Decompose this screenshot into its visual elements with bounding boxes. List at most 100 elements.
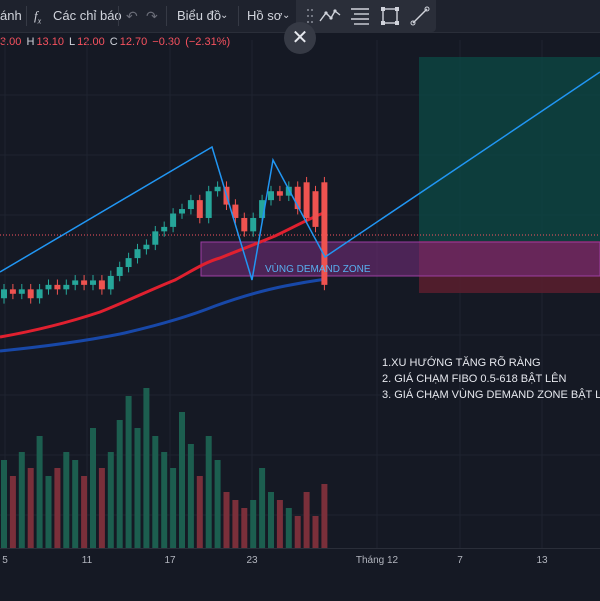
close-label: C <box>109 36 118 48</box>
volume-bar <box>250 500 257 548</box>
candle-body <box>63 284 70 290</box>
candle-body <box>312 191 319 227</box>
chevron-down-icon[interactable]: ⌄ <box>282 10 291 21</box>
candle-body <box>36 289 43 299</box>
chevron-down-icon[interactable]: ⌄ <box>220 10 229 21</box>
volume-bar <box>116 420 123 548</box>
change-value: −0.30 <box>152 36 181 48</box>
rectangle-tool-icon[interactable] <box>378 4 402 28</box>
volume-bar <box>98 468 105 548</box>
volume-bar <box>294 516 301 548</box>
x-tick-label: 17 <box>164 555 176 566</box>
fib-levels-icon[interactable] <box>348 4 372 28</box>
high-label: H <box>26 36 35 48</box>
candle-body <box>81 280 88 285</box>
candle-body <box>276 191 283 196</box>
volume-bar <box>27 468 34 548</box>
volume-bar <box>179 412 185 548</box>
volume-bar <box>170 468 177 548</box>
volume-bar <box>196 476 203 548</box>
candle-body <box>54 284 61 290</box>
volume-bar <box>81 476 88 548</box>
pattern-trendline[interactable] <box>0 71 600 281</box>
redo-icon[interactable]: ↷ <box>146 8 158 24</box>
indicators-button[interactable]: Các chỉ báo <box>53 8 122 23</box>
volume-bar <box>143 388 150 548</box>
grid <box>0 40 600 548</box>
volume-bar <box>36 436 43 548</box>
toolbar-divider <box>26 6 27 26</box>
target-zone[interactable] <box>419 57 600 241</box>
x-tick-label: 5 <box>2 555 8 566</box>
volume-bar <box>303 492 310 548</box>
volume-bar <box>268 492 274 548</box>
indicators-icon[interactable]: fx <box>34 8 42 26</box>
volume-bar <box>285 508 292 548</box>
pattern-tool-icon[interactable] <box>318 4 342 28</box>
profile-button[interactable]: Hồ sơ <box>247 8 283 23</box>
toolbar-divider <box>238 6 239 26</box>
candle-body <box>152 231 159 245</box>
ohlc-legend: 3.00 H 13.10 L 12.00 C 12.70 −0.30 (−2.31%) <box>0 36 232 48</box>
volume-bar <box>214 460 221 548</box>
volume-bars <box>1 388 328 548</box>
candle-body <box>27 289 34 299</box>
volume-bar <box>107 452 114 548</box>
volume-bar <box>259 468 266 548</box>
trend-line-icon[interactable] <box>408 4 432 28</box>
candle-body <box>170 213 177 227</box>
candle-body <box>98 280 105 290</box>
volume-bar <box>134 428 141 548</box>
timeframe-button[interactable]: ánh <box>0 8 22 23</box>
volume-bar <box>161 452 168 548</box>
undo-icon[interactable]: ↶ <box>126 8 138 24</box>
high-value: 13.10 <box>36 36 64 48</box>
volume-bar <box>232 500 239 548</box>
x-tick-label: 13 <box>536 555 548 566</box>
x-tick-label: Tháng 12 <box>355 555 399 566</box>
volume-bar <box>276 500 283 548</box>
note-1: 1.XU HƯỚNG TĂNG RÕ RÀNG <box>382 357 541 369</box>
drawing-toolbar <box>296 0 436 32</box>
candle-body <box>9 289 16 294</box>
candle-body <box>268 191 274 201</box>
ma-fast-line <box>0 210 327 339</box>
volume-bar <box>205 436 212 548</box>
candle-body <box>125 258 132 268</box>
candle-body <box>107 275 114 290</box>
candle-body <box>18 289 25 294</box>
candle-body <box>143 244 150 250</box>
volume-bar <box>187 444 194 548</box>
candle-body <box>90 280 96 285</box>
drag-handle-icon[interactable] <box>300 4 324 28</box>
candle-body <box>232 204 239 218</box>
demand-zone-box[interactable] <box>200 241 600 277</box>
low-label: L <box>69 36 76 48</box>
candle-body <box>187 200 194 210</box>
candle-body <box>45 284 52 290</box>
candle-body <box>285 186 292 196</box>
candle-body <box>1 289 7 299</box>
x-tick-label: 11 <box>81 555 93 566</box>
close-button[interactable]: ✕ <box>284 22 316 54</box>
note-2: 2. GIÁ CHẠM FIBO 0.5-618 BẬT LÊN <box>382 373 567 385</box>
candle-body <box>161 226 168 232</box>
candle-body <box>134 249 141 259</box>
volume-bar <box>125 396 132 548</box>
candle-body <box>179 209 185 214</box>
low-value: 12.00 <box>77 36 105 48</box>
volume-bar <box>90 428 96 548</box>
toolbar-divider <box>118 6 119 26</box>
candle-body <box>196 200 203 218</box>
change-percent: (−2.31%) <box>185 36 231 48</box>
candle-body <box>72 280 79 285</box>
volume-bar <box>223 492 230 548</box>
volume-bar <box>72 460 79 548</box>
volume-bar <box>18 452 25 548</box>
chart-type-button[interactable]: Biểu đồ <box>177 8 222 23</box>
volume-bar <box>63 452 70 548</box>
time-axis[interactable] <box>0 548 600 601</box>
volume-bar <box>1 460 7 548</box>
candle-body <box>250 217 257 232</box>
